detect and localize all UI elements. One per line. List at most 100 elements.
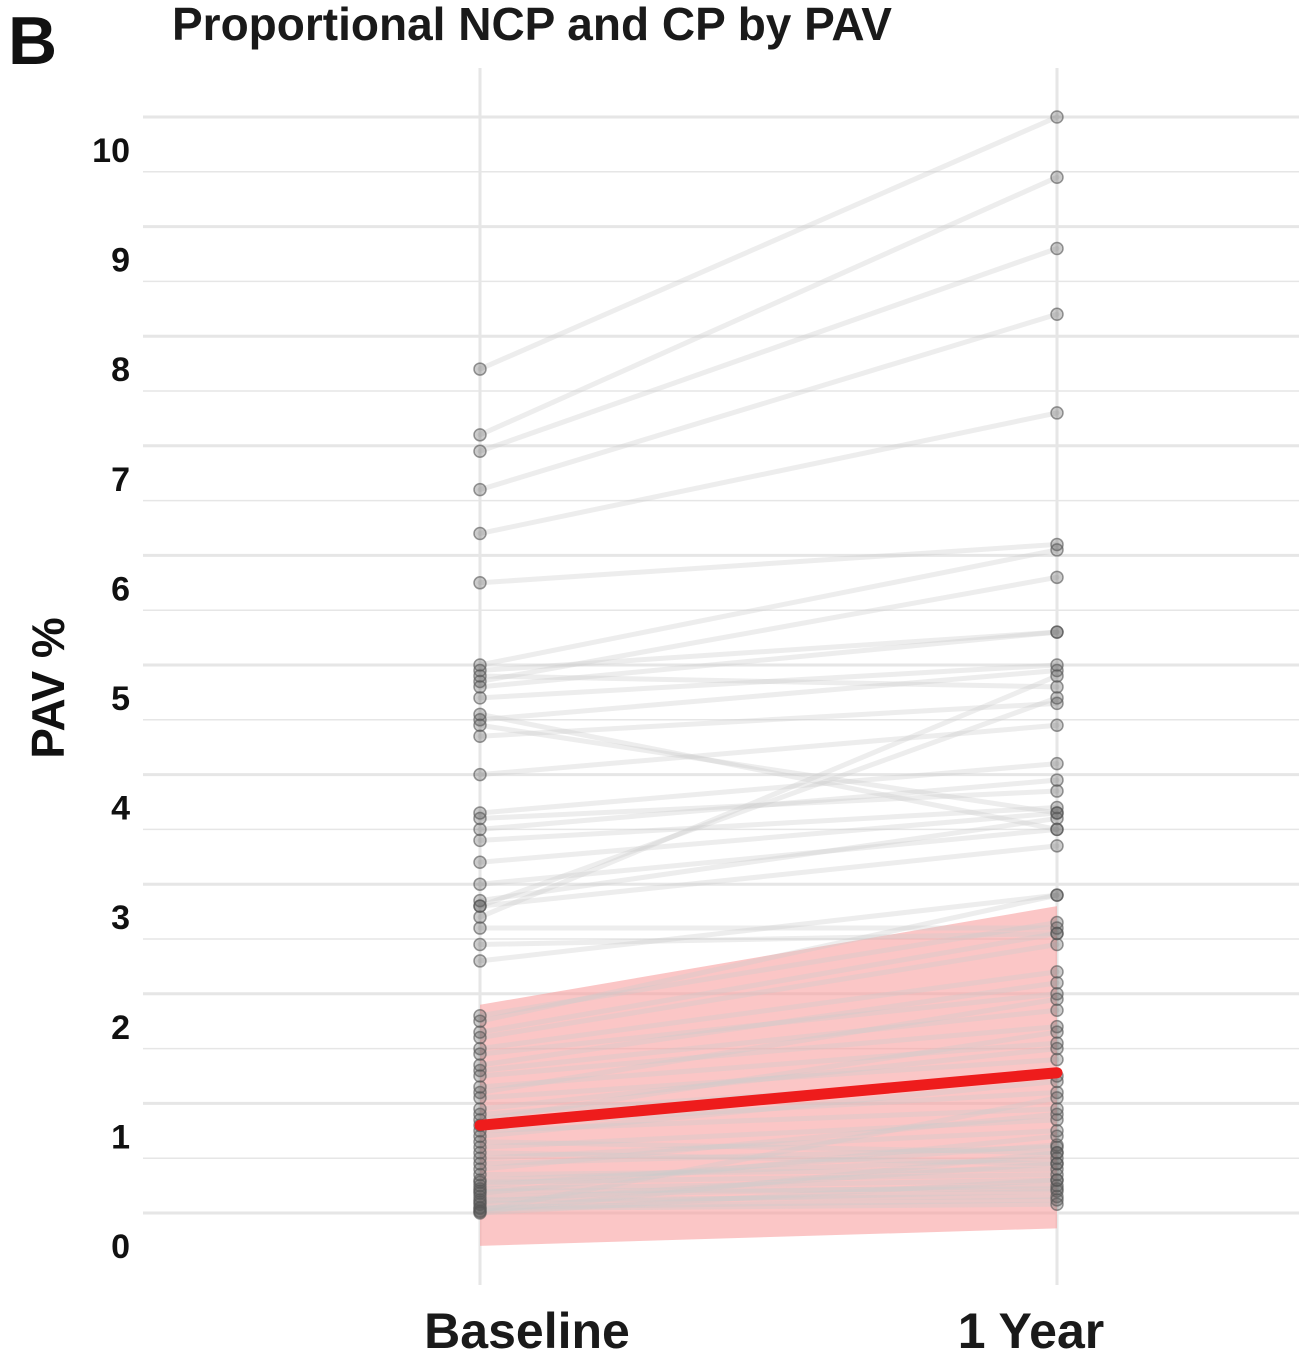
y-tick-label: 0 (111, 1228, 130, 1266)
subject-line (477, 777, 1060, 832)
subject-line (477, 662, 1060, 701)
subject-point (473, 1091, 487, 1105)
subject-line (477, 1186, 1060, 1194)
subject-point (473, 833, 487, 848)
subject-point (1050, 1129, 1064, 1144)
subject-points-layer (473, 110, 1064, 1220)
subject-line (477, 920, 1060, 1019)
subject-line (477, 722, 1060, 778)
subject-line (477, 695, 1060, 909)
subject-point (473, 937, 487, 952)
subject-line (477, 788, 1060, 821)
subject-point (473, 428, 487, 442)
subject-point (1050, 965, 1064, 979)
subject-line (477, 810, 1060, 865)
subject-point (1050, 543, 1064, 557)
subject-line (477, 1111, 1060, 1172)
subject-line (477, 1095, 1060, 1214)
subject-line (477, 1078, 1060, 1139)
subject-line (477, 673, 1060, 920)
subject-point (1050, 915, 1064, 930)
subject-line (477, 1040, 1060, 1090)
subject-line (477, 1106, 1060, 1134)
subject-point (473, 729, 487, 743)
subject-line (477, 1183, 1060, 1200)
subject-point (1050, 1197, 1064, 1211)
subject-point (1050, 926, 1064, 941)
panel-label: B (8, 3, 57, 79)
y-tick-label: 9 (111, 242, 130, 280)
subject-line (477, 1057, 1060, 1101)
subject-point (1050, 888, 1064, 902)
y-tick-label: 2 (111, 1009, 130, 1047)
subject-line (477, 667, 1060, 723)
subject-point (473, 576, 487, 590)
subject-point (473, 811, 487, 826)
subject-line (477, 1166, 1060, 1178)
subject-line (477, 541, 1060, 586)
subject-line (477, 246, 1060, 454)
subject-line (477, 1128, 1060, 1161)
subject-point (473, 1008, 487, 1023)
subject-point (473, 718, 487, 733)
subject-line (477, 761, 1060, 816)
subject-point (1050, 937, 1064, 952)
subject-line (477, 547, 1060, 668)
subject-line (477, 1150, 1060, 1167)
subject-point (1050, 1107, 1064, 1122)
y-tick-label: 3 (111, 899, 130, 937)
subject-line (477, 1024, 1060, 1079)
subject-point (1050, 406, 1064, 420)
subject-line (477, 114, 1060, 372)
subject-point (1050, 307, 1064, 322)
subject-line (477, 1139, 1060, 1156)
subject-point (1050, 1156, 1064, 1171)
subject-point (473, 444, 487, 459)
subject-line (477, 1046, 1060, 1112)
x-tick-label: Baseline (424, 1303, 630, 1350)
subject-line (477, 1155, 1060, 1183)
subject-point (473, 1047, 487, 1061)
subject-line (477, 1188, 1060, 1207)
subject-line (477, 700, 1060, 739)
subject-line (477, 629, 1060, 690)
subject-line (477, 815, 1060, 904)
confidence-band (480, 906, 1057, 1246)
subject-point (1050, 976, 1064, 990)
subject-point (473, 1206, 487, 1220)
subject-point (1050, 1041, 1064, 1056)
subject-line (477, 574, 1060, 684)
y-tick-label: 6 (111, 570, 130, 608)
subject-point (1050, 1193, 1064, 1207)
y-axis-label: PAV % (22, 617, 74, 758)
subject-line (477, 410, 1060, 536)
subject-point (1050, 718, 1064, 733)
subject-point (1050, 1025, 1064, 1039)
subject-line (477, 1197, 1060, 1211)
subject-point (473, 691, 487, 705)
y-tick-label: 10 (92, 132, 130, 170)
subject-point (473, 855, 487, 870)
subject-point (473, 767, 487, 782)
subject-point (473, 921, 487, 935)
subject-point (473, 482, 487, 497)
subject-line (477, 174, 1060, 438)
subject-point (1050, 1003, 1064, 1017)
subject-line (477, 1029, 1060, 1123)
subject-line (477, 673, 1060, 690)
subject-line (477, 311, 1060, 493)
subject-line (477, 980, 1060, 1068)
x-tick-label: 1 Year (958, 1303, 1104, 1350)
subject-line (477, 1142, 1060, 1189)
subject-point (1050, 773, 1064, 787)
subject-line (477, 892, 1060, 1024)
subject-point (1050, 811, 1064, 826)
subject-point (1050, 625, 1064, 639)
subject-point (473, 526, 487, 541)
subject-line (477, 826, 1060, 887)
subject-point (1050, 170, 1064, 185)
subject-point (1050, 570, 1064, 585)
x-axis-ticks: Baseline 1 Year (424, 1303, 1104, 1350)
subject-point (473, 822, 487, 837)
